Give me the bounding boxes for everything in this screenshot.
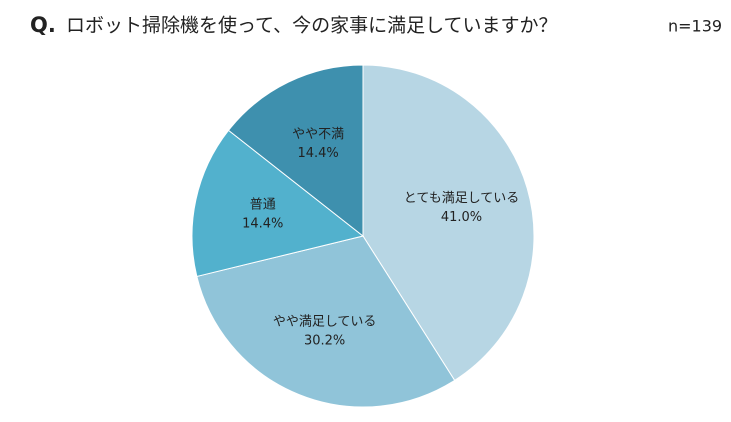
slice-value-label: 14.4% bbox=[297, 146, 338, 161]
sample-size: n=139 bbox=[668, 17, 722, 36]
slice-category: とても満足している bbox=[404, 191, 520, 206]
slice-value-label: 30.2% bbox=[304, 334, 345, 349]
question-label: Q. bbox=[30, 13, 56, 37]
slice-category: やや満足している bbox=[273, 315, 377, 330]
slice-category: 普通 bbox=[250, 198, 276, 213]
pie-slice bbox=[191, 129, 365, 278]
chart-title: ロボット掃除機を使って、今の家事に満足していますか？ bbox=[66, 15, 558, 37]
pie-slice bbox=[196, 235, 456, 408]
slice-value-label: 14.4% bbox=[242, 217, 283, 232]
slice-value-label: 41.0% bbox=[441, 210, 482, 225]
pie-slice bbox=[362, 64, 535, 382]
slice-category: やや不満 bbox=[292, 127, 344, 142]
pie-slice bbox=[227, 64, 364, 238]
